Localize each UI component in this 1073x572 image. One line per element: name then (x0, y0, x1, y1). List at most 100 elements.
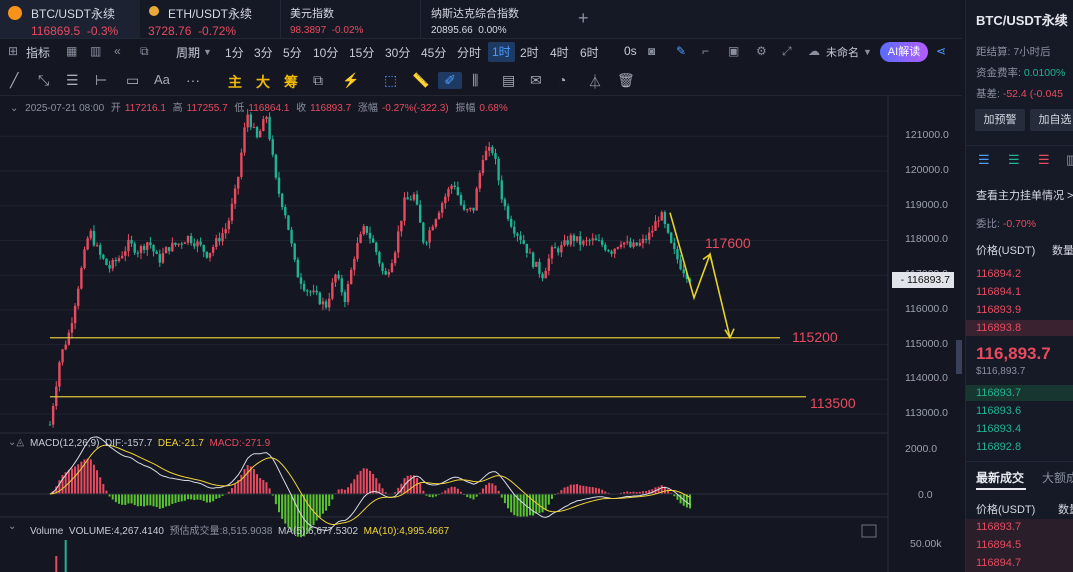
orderbook-both-icon[interactable]: ☰ (978, 152, 990, 167)
pencil-icon[interactable]: ✎ (676, 44, 687, 58)
interval-6h[interactable]: 6时 (580, 46, 599, 60)
ask-price[interactable]: 116893.8 (976, 322, 1022, 334)
indicator-button[interactable]: 指标 (26, 46, 51, 60)
copy-icon[interactable]: ⧉ (313, 72, 323, 88)
more-icon[interactable]: ··· (186, 72, 200, 88)
layout-icon[interactable]: ▦ (66, 44, 78, 58)
trash-icon[interactable]: 🗑 (617, 72, 635, 88)
fullscreen-icon[interactable]: ⤢ (782, 44, 792, 58)
image-icon[interactable]: ▣ (728, 44, 740, 58)
interval-4h[interactable]: 4时 (550, 46, 569, 60)
collapse-icon[interactable]: ⌄ (10, 103, 19, 114)
candle-body (657, 220, 660, 222)
interval-1h[interactable]: 1时 (488, 42, 515, 62)
pane-expand-icon[interactable] (861, 524, 877, 538)
tab-latest-trades[interactable]: 最新成交 (976, 471, 1025, 485)
rectangle-icon[interactable]: ▭ (126, 72, 140, 88)
macd-bar (312, 494, 315, 526)
cloud-icon[interactable]: ☁ (808, 44, 820, 58)
interval-15m[interactable]: 15分 (349, 46, 375, 60)
add-tab-icon[interactable]: + (578, 8, 589, 28)
price-chart[interactable] (0, 96, 962, 572)
orderbook-mode-icon[interactable]: ▥ (1066, 152, 1073, 167)
ask-price[interactable]: 116894.2 (976, 268, 1022, 280)
macd-bar (212, 494, 215, 502)
bid-price[interactable]: 116893.4 (976, 423, 1022, 435)
bid-price[interactable]: 116893.7 (976, 387, 1022, 399)
pie-icon[interactable]: ◔ (558, 72, 567, 88)
big-order-button[interactable]: 大 (256, 74, 270, 90)
main-orders-link[interactable]: 查看主力挂单情况 > (976, 190, 1073, 202)
parallel-lines-icon[interactable]: ☰ (66, 72, 79, 88)
candle-body (328, 298, 331, 308)
price-axis-tick: 113000.0 (905, 407, 949, 420)
tab-btc-usdt[interactable]: BTC/USDT永续 116869.5 -0.3% (0, 0, 140, 38)
macd-bar (466, 494, 469, 498)
interval-45m[interactable]: 45分 (421, 46, 447, 60)
ruler-icon[interactable]: 📏 (412, 72, 430, 88)
indicator-icon[interactable]: ⊞ (8, 44, 19, 58)
chevron-down-icon[interactable]: ▼ (203, 47, 212, 57)
share-icon[interactable]: ⋖ (936, 44, 947, 58)
orderbook-asks-icon[interactable]: ☰ (1038, 152, 1050, 167)
text-tool[interactable]: Aa (154, 72, 170, 87)
interval-5m[interactable]: 5分 (283, 46, 302, 60)
candle-body (538, 261, 541, 274)
grid-icon[interactable]: ▥ (90, 44, 102, 58)
macd-bar (96, 470, 99, 494)
ask-price[interactable]: 116894.1 (976, 286, 1022, 298)
macd-bar (375, 478, 378, 494)
compare-icon[interactable]: ⧉ (140, 44, 149, 58)
candle-icon[interactable]: ⫼ (472, 72, 479, 88)
clipboard-icon[interactable]: ▤ (502, 72, 516, 88)
macd-bar (215, 494, 218, 499)
macd-bar (572, 484, 575, 494)
forecast-arrow[interactable] (669, 212, 731, 338)
orderbook-bids-icon[interactable]: ☰ (1008, 152, 1020, 167)
magic-icon[interactable]: ⚡ (342, 72, 360, 88)
interval-3m[interactable]: 3分 (254, 46, 273, 60)
candle-body (271, 139, 274, 155)
rewind-icon[interactable]: « (114, 44, 121, 58)
interval-30m[interactable]: 30分 (385, 46, 411, 60)
bid-price[interactable]: 116893.6 (976, 405, 1022, 417)
layout-name[interactable]: 未命名 (826, 47, 859, 59)
add-alert-button[interactable]: 加预警 (975, 109, 1025, 131)
interval-0s[interactable]: 0s (624, 44, 637, 58)
interval-10m[interactable]: 10分 (313, 46, 339, 60)
interval-timeline[interactable]: 分时 (457, 46, 482, 60)
main-force-button[interactable]: 主 (228, 74, 242, 90)
tab-dollar-index[interactable]: 美元指数 98.3897 -0.02% (280, 0, 420, 38)
macd-bar (227, 491, 230, 494)
level-label-113500: 113500 (810, 395, 856, 411)
tab-nasdaq[interactable]: 纳斯达克综合指数 20895.66 0.00% (420, 0, 565, 38)
tab-eth-usdt[interactable]: ETH/USDT永续 3728.76 -0.72% (140, 0, 280, 38)
collapse-icon[interactable]: ⌄ (8, 521, 17, 532)
candle-body (666, 224, 670, 233)
macd-bar (494, 485, 497, 494)
note-icon[interactable]: ✉ (530, 72, 542, 88)
tab-big-trades[interactable]: 大额成 (1042, 471, 1073, 485)
ray-icon[interactable]: ⤡ (38, 72, 50, 88)
crop-icon[interactable]: ⌐ (702, 44, 710, 58)
ask-price[interactable]: 116893.9 (976, 304, 1022, 316)
horizontal-line-icon[interactable]: ⊢ (95, 72, 108, 88)
add-watchlist-button[interactable]: 加自选 (1030, 109, 1073, 131)
bid-price[interactable]: 116892.8 (976, 441, 1022, 453)
ai-interpret-button[interactable]: AI解读 (880, 42, 928, 62)
brush-icon[interactable]: ✐ (438, 72, 462, 89)
chevron-down-icon[interactable]: ▼ (863, 47, 872, 57)
filter-icon[interactable]: ⏃ (588, 74, 602, 90)
target-label-117600: 117600 (705, 235, 751, 251)
bell-icon[interactable]: ⌄◬ (8, 437, 25, 448)
chip-button[interactable]: 筹 (284, 74, 298, 90)
panel-collapse-handle[interactable] (956, 340, 962, 374)
period-button[interactable]: 周期 (176, 46, 201, 60)
interval-1m[interactable]: 1分 (225, 46, 244, 60)
interval-2h[interactable]: 2时 (520, 46, 539, 60)
settings-icon[interactable]: ⚙ (756, 44, 767, 58)
camera-icon[interactable]: ◙ (648, 44, 656, 58)
select-icon[interactable]: ⬚ (384, 72, 398, 88)
macd-bar (550, 494, 553, 499)
trendline-icon[interactable]: ╱ (10, 72, 19, 88)
